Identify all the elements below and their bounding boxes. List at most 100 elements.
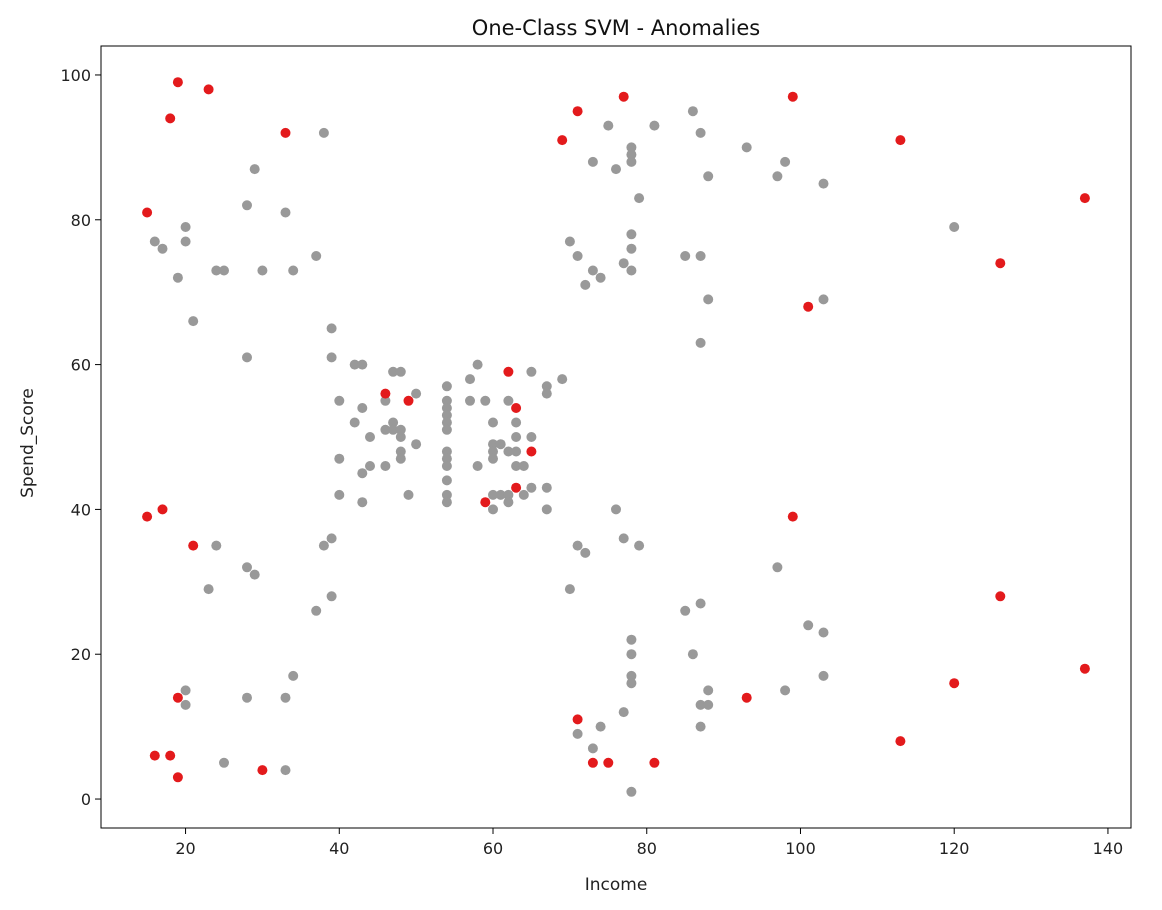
anomaly-point xyxy=(403,395,414,406)
normal-point xyxy=(242,200,252,211)
normal-point xyxy=(495,489,506,500)
normal-point xyxy=(695,721,706,732)
normal-point xyxy=(488,489,498,500)
anomaly-point xyxy=(618,91,629,102)
normal-point xyxy=(603,120,614,131)
anomaly-point xyxy=(511,482,522,493)
anomaly-point xyxy=(572,106,583,117)
x-tick-label: 120 xyxy=(939,839,970,858)
normal-point xyxy=(380,395,391,406)
x-axis-ticks: 20 40 60 80 100 120 140 xyxy=(175,828,1123,858)
y-tick-label: 0 xyxy=(81,790,91,809)
anomaly-point xyxy=(172,772,183,783)
anomaly-point xyxy=(995,258,1006,269)
normal-point xyxy=(388,366,399,377)
normal-point xyxy=(257,265,268,276)
anomaly-point xyxy=(142,207,153,218)
normal-point xyxy=(503,497,514,508)
normal-point xyxy=(395,432,406,442)
anomaly-point xyxy=(257,765,268,776)
normal-point xyxy=(480,395,491,406)
normal-point xyxy=(180,685,191,696)
normal-point xyxy=(626,229,637,240)
normal-point xyxy=(772,562,783,573)
normal-point xyxy=(526,432,537,442)
normal-point xyxy=(803,620,814,631)
normal-point xyxy=(618,707,629,718)
normal-point xyxy=(441,489,452,500)
normal-point xyxy=(649,120,660,131)
normal-point xyxy=(557,374,568,385)
normal-point xyxy=(695,337,706,348)
normal-point xyxy=(572,540,583,551)
normal-point xyxy=(441,453,452,464)
x-tick-label: 100 xyxy=(785,839,816,858)
x-tick-label: 60 xyxy=(483,839,503,858)
normal-point xyxy=(580,279,591,290)
normal-point xyxy=(634,193,645,204)
anomaly-point xyxy=(511,403,522,413)
anomaly-point xyxy=(526,446,537,457)
y-axis-label: Spend_Score xyxy=(18,388,38,498)
normal-point xyxy=(326,591,337,602)
normal-point xyxy=(680,605,691,616)
normal-point xyxy=(441,475,452,486)
normal-point xyxy=(541,482,552,493)
normal-point xyxy=(611,164,621,175)
normal-point xyxy=(411,388,422,399)
normal-point xyxy=(818,178,829,189)
normal-point xyxy=(526,482,537,493)
normal-point xyxy=(626,265,637,276)
normal-point xyxy=(680,251,691,261)
normal-point xyxy=(441,395,452,406)
x-tick-label: 80 xyxy=(637,839,657,858)
anomaly-point xyxy=(172,77,183,88)
normal-point xyxy=(564,236,575,247)
x-tick-label: 40 xyxy=(329,839,349,858)
anomaly-point xyxy=(803,301,814,312)
x-axis-label: Income xyxy=(585,875,648,895)
normal-point xyxy=(365,461,375,471)
normal-point xyxy=(349,417,360,428)
anomaly-point xyxy=(995,591,1006,602)
normal-point xyxy=(488,417,498,428)
normal-point xyxy=(318,540,329,551)
normal-point xyxy=(357,468,368,479)
normal-point xyxy=(772,171,783,182)
normal-point xyxy=(526,366,537,377)
normal-point xyxy=(472,461,483,471)
normal-point xyxy=(441,497,452,508)
normal-point xyxy=(326,533,337,544)
normal-point xyxy=(488,446,498,457)
anomaly-point xyxy=(165,750,176,761)
anomaly-point xyxy=(157,504,168,515)
normal-point xyxy=(219,265,229,276)
normal-point xyxy=(511,432,522,442)
anomaly-point xyxy=(787,91,798,102)
anomaly-point xyxy=(895,736,906,747)
anomaly-point xyxy=(188,540,199,551)
normal-point xyxy=(242,692,252,703)
x-tick-label: 20 xyxy=(175,839,195,858)
normal-point xyxy=(495,439,506,450)
y-tick-label: 40 xyxy=(71,500,91,519)
normal-point xyxy=(411,439,422,450)
normal-point xyxy=(564,584,575,595)
normal-point xyxy=(311,251,322,261)
normal-point xyxy=(703,699,714,710)
normal-point xyxy=(618,533,629,544)
normal-point xyxy=(626,678,637,689)
anomaly-point xyxy=(895,135,906,146)
normal-point xyxy=(249,569,260,580)
normal-point xyxy=(695,251,706,261)
anomaly-point xyxy=(949,678,960,689)
normal-point xyxy=(503,446,514,457)
normal-point xyxy=(687,649,698,660)
normal-point xyxy=(703,294,714,305)
y-tick-label: 20 xyxy=(71,645,91,664)
normal-point xyxy=(395,446,406,457)
normal-point xyxy=(188,316,199,327)
normal-point xyxy=(349,359,360,370)
normal-point xyxy=(395,453,406,464)
